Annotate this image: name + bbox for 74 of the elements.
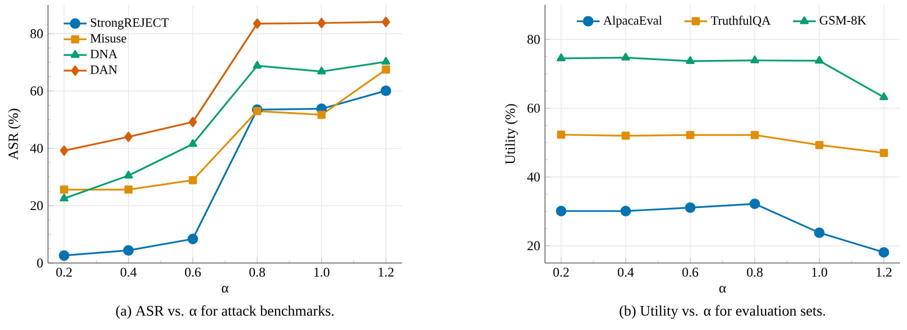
- y-tick-label: 0: [37, 258, 43, 268]
- x-tick-label: 0.4: [618, 268, 634, 277]
- point: [317, 18, 326, 28]
- y-axis-title: ASR (%): [8, 108, 21, 160]
- point: [750, 56, 760, 64]
- point: [750, 130, 759, 140]
- x-tick-label: 0.4: [120, 268, 137, 277]
- x-axis-title: α: [719, 286, 726, 293]
- point: [317, 110, 326, 119]
- point: [188, 139, 198, 147]
- y-tick-label: 40: [527, 172, 540, 182]
- y-tick-label: 60: [528, 104, 540, 113]
- point: [188, 116, 197, 128]
- x-tick-label: 1.2: [876, 268, 892, 277]
- point: [252, 60, 262, 69]
- point: [253, 107, 262, 116]
- point: [750, 198, 760, 210]
- point: [557, 130, 566, 139]
- x-tick-label: 1.0: [314, 268, 330, 277]
- point: [188, 234, 198, 244]
- y-axis-title: Utility (%): [505, 104, 518, 164]
- point: [880, 92, 888, 100]
- x-tick-label: 0.8: [249, 268, 266, 277]
- point: [58, 250, 70, 261]
- y-tick-label: 80: [30, 29, 43, 38]
- point: [382, 65, 390, 74]
- point: [124, 170, 133, 178]
- point: [621, 52, 630, 61]
- point: [815, 140, 824, 150]
- point: [380, 85, 392, 96]
- legend-label: GSM-8K: [820, 16, 866, 25]
- y-tick-label: 60: [30, 86, 43, 96]
- point: [382, 56, 390, 65]
- point: [124, 132, 133, 142]
- point: [556, 53, 566, 62]
- x-tick-label: 0.2: [56, 268, 72, 277]
- point: [622, 132, 630, 140]
- x-tick-label: 0.6: [682, 268, 698, 277]
- point: [620, 206, 631, 216]
- point: [814, 227, 825, 238]
- point: [684, 202, 696, 213]
- point: [188, 176, 197, 184]
- x-tick-label: 0.8: [746, 268, 763, 277]
- legend-label: Misuse: [90, 34, 126, 43]
- point: [60, 194, 68, 202]
- point: [382, 16, 390, 28]
- y-tick-label: 80: [527, 34, 540, 44]
- legend-label: AlpacaEval: [603, 16, 662, 28]
- point: [686, 56, 695, 64]
- point: [814, 56, 824, 64]
- point: [878, 247, 890, 258]
- x-tick-label: 0.2: [553, 268, 569, 277]
- x-axis-title: α: [222, 286, 228, 293]
- x-tick-label: 1.2: [378, 268, 394, 277]
- text: (a) ASR vs. α for attack benchmarks.: [116, 305, 334, 319]
- point: [686, 130, 694, 140]
- point: [556, 206, 566, 216]
- text: (b) Utility vs. α for evaluation sets.: [620, 305, 825, 319]
- legend-label: StrongREJECT: [90, 18, 169, 30]
- point: [253, 18, 262, 29]
- point: [123, 245, 134, 256]
- y-tick-label: 20: [30, 201, 43, 210]
- point: [880, 148, 888, 157]
- legend-label: TruthfulQA: [710, 16, 771, 27]
- legend-label: DAN: [90, 65, 118, 74]
- y-tick-label: 40: [30, 144, 43, 153]
- point: [124, 186, 133, 194]
- point: [60, 145, 68, 156]
- y-tick-label: 20: [528, 241, 540, 250]
- legend-label: DNA: [90, 50, 118, 58]
- point: [60, 186, 68, 194]
- x-tick-label: 0.6: [184, 268, 201, 277]
- x-tick-label: 1.0: [812, 268, 828, 277]
- point: [317, 66, 326, 74]
